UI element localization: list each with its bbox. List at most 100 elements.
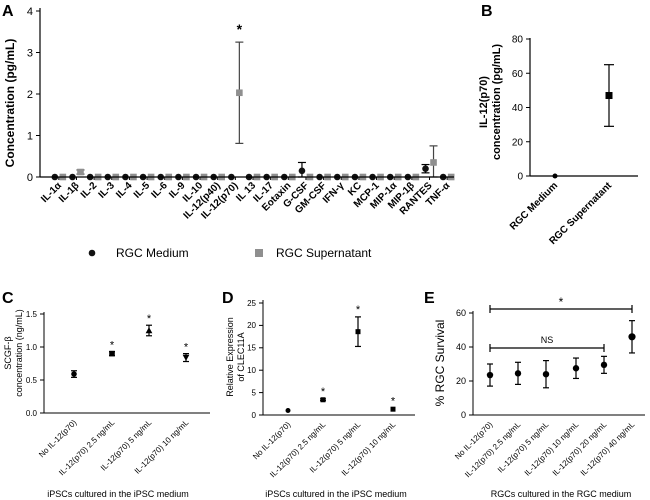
- panel-c-y-tick-label: 1.5: [26, 310, 38, 319]
- panel-a-x-ticks: IL-1αIL-1βIL-2IL-3IL-4IL-5IL-6IL-9IL-10I…: [39, 177, 453, 222]
- panel-c-point: [182, 354, 190, 361]
- legend-supernatant-marker: [255, 249, 263, 257]
- panel-c-point: [145, 327, 153, 334]
- panel-c-x-axis-label: iPSCs cultured in the iPSC medium: [47, 489, 189, 499]
- panel-d-point: [285, 408, 291, 414]
- panel-e-marks: [486, 320, 636, 389]
- panel-d-x-axis-label: iPSCs cultured in the iPSC medium: [265, 489, 407, 499]
- panel-d: D Relative Expression of CLEC11A 0 5 10 15 2…: [222, 290, 415, 499]
- panel-d-marks: * * *: [285, 304, 396, 414]
- panel-b-marks: [552, 64, 614, 179]
- panel-c-significance-star: *: [147, 313, 152, 325]
- panel-c-x-tick-label: No IL-12(p70): [37, 418, 79, 460]
- panel-d-point: [320, 397, 326, 403]
- panel-e-point: [628, 333, 636, 341]
- panel-a-marks: *: [51, 21, 455, 181]
- panel-e-bracket-ns-label: NS: [541, 335, 554, 345]
- panel-e-x-tick-label: IL-12(p70) 5 ng/mL: [496, 420, 551, 475]
- panel-e-y-tick-label: 40: [456, 342, 466, 352]
- panel-b-y-tick-label: 60: [512, 69, 524, 80]
- panel-a-point-rgc-medium: [422, 165, 429, 172]
- panel-b-y-tick-label: 20: [512, 137, 524, 148]
- panel-a-y-tick-label: 4: [27, 6, 33, 18]
- panel-e-x-tick-label: IL-12(p70) 40 ng/mL: [579, 420, 637, 478]
- panel-d-point: [355, 329, 361, 335]
- panel-b-y-ticks: 0 20 40 60 80: [512, 35, 530, 183]
- panel-a-y-tick-label: 0: [27, 172, 33, 184]
- panel-c-marks: * * *: [71, 313, 190, 378]
- panel-b-point-rgc-supernatant: [605, 92, 613, 100]
- panel-b-letter: B: [481, 3, 493, 20]
- panel-e: E % RGC Survival 0 20 40 60 No IL-12(p70)IL…: [424, 290, 645, 499]
- panel-a-letter: A: [2, 3, 14, 20]
- panel-a-x-tick-label: IL-4: [114, 180, 135, 201]
- panel-d-y-tick-label: 15: [247, 344, 256, 353]
- panel-c-y-ticks: 0.0 0.5 1.0 1.5: [26, 310, 44, 418]
- panel-d-y-tick-label: 0: [252, 411, 257, 420]
- panel-b-y-axis-label-2: concentration (pg/mL): [491, 44, 503, 160]
- panel-a-point-rgc-supernatant: [77, 168, 84, 176]
- panel-e-y-tick-label: 60: [456, 308, 466, 318]
- panel-d-y-axis-label-1: Relative Expression: [225, 317, 235, 397]
- panel-c-significance-star: *: [184, 342, 189, 354]
- panel-a-point-rgc-supernatant: [236, 89, 243, 97]
- panel-d-significance-star: *: [356, 304, 361, 316]
- panel-c-y-axis-label-1: SCGF-β: [3, 336, 13, 369]
- panel-b-x-tick-label: RGC Medium: [508, 180, 560, 232]
- panel-e-bracket-star-label: *: [559, 295, 564, 309]
- panel-d-x-ticks: No IL-12(p70)IL-12(p70) 2.5 ng/mLIL-12(p…: [251, 420, 398, 480]
- panel-d-significance-star: *: [321, 386, 326, 398]
- panel-e-letter: E: [424, 290, 435, 307]
- panel-d-letter: D: [222, 290, 234, 307]
- panel-e-point: [514, 370, 522, 377]
- panel-e-point: [486, 371, 494, 379]
- panel-c-y-tick-label: 0.5: [26, 376, 38, 385]
- panel-b: B IL-12(p70) concentration (pg/mL) 0 20 40…: [478, 3, 638, 247]
- panel-c-y-tick-label: 0.0: [26, 409, 38, 418]
- panel-a-y-axis-label: Concentration (pg/mL): [3, 39, 17, 168]
- panel-c-letter: C: [2, 290, 14, 307]
- panel-e-point: [542, 371, 550, 378]
- panel-e-x-ticks: No IL-12(p70)IL-12(p70) 2.5 ng/mLIL-12(p…: [453, 420, 637, 480]
- panel-b-y-tick-label: 0: [517, 172, 523, 183]
- panel-c-y-tick-label: 1.0: [26, 343, 38, 352]
- panel-a-x-tick-label: IL-2: [79, 180, 100, 201]
- panel-e-significance-brackets: * NS: [489, 295, 633, 352]
- panel-a-y-tick-label: 2: [27, 89, 33, 101]
- panel-b-y-tick-label: 80: [512, 35, 524, 46]
- panel-a: A Concentration (pg/mL) 0 1 2 3 4 IL-1αIL-1β…: [2, 3, 455, 260]
- panel-a-y-tick-label: 3: [27, 47, 33, 59]
- panel-e-point: [600, 361, 608, 369]
- panel-c-x-ticks: No IL-12(p70)IL-12(p70) 2.5 ng/mLIL-12(p…: [37, 418, 191, 478]
- legend-supernatant-label: RGC Supernatant: [276, 246, 372, 260]
- legend-medium-label: RGC Medium: [116, 246, 189, 260]
- panel-a-x-tick-label: IL-6: [150, 180, 171, 201]
- panel-e-y-tick-label: 0: [461, 410, 466, 420]
- panel-b-y-tick-label: 40: [512, 103, 524, 114]
- panel-a-point-rgc-supernatant: [430, 159, 437, 166]
- panel-e-point: [572, 365, 580, 372]
- panel-a-x-tick-label: IL-3: [97, 180, 118, 201]
- panel-e-y-tick-label: 20: [456, 376, 466, 386]
- panel-a-x-tick-label: IFN-γ: [321, 180, 347, 206]
- panel-c-y-axis-label-2: concentration (ng/mL): [14, 309, 24, 397]
- panel-d-y-tick-label: 25: [247, 299, 256, 308]
- panel-a-x-tick-label: IL-5: [132, 180, 153, 201]
- panel-d-y-tick-label: 10: [247, 366, 256, 375]
- panel-d-y-ticks: 0 5 10 15 20 25: [247, 299, 263, 420]
- panel-a-y-ticks: 0 1 2 3 4: [27, 6, 40, 184]
- panel-d-y-tick-label: 5: [252, 388, 257, 397]
- legend-medium-marker: [88, 249, 96, 257]
- panel-d-y-tick-label: 20: [247, 321, 256, 330]
- panel-d-y-axis-label-2: of CLEC11A: [236, 332, 246, 381]
- panel-c-point: [71, 371, 77, 377]
- panel-d-significance-star: *: [391, 396, 396, 408]
- panel-c-point: [109, 350, 115, 357]
- panel-e-y-axis-label: % RGC Survival: [433, 320, 447, 407]
- panel-d-point: [390, 406, 396, 412]
- panel-b-y-axis-label-1: IL-12(p70): [478, 76, 490, 128]
- panel-e-x-axis-label: RGCs cultured in the RGC medium: [491, 489, 632, 499]
- panel-e-y-ticks: 0 20 40 60: [456, 308, 473, 420]
